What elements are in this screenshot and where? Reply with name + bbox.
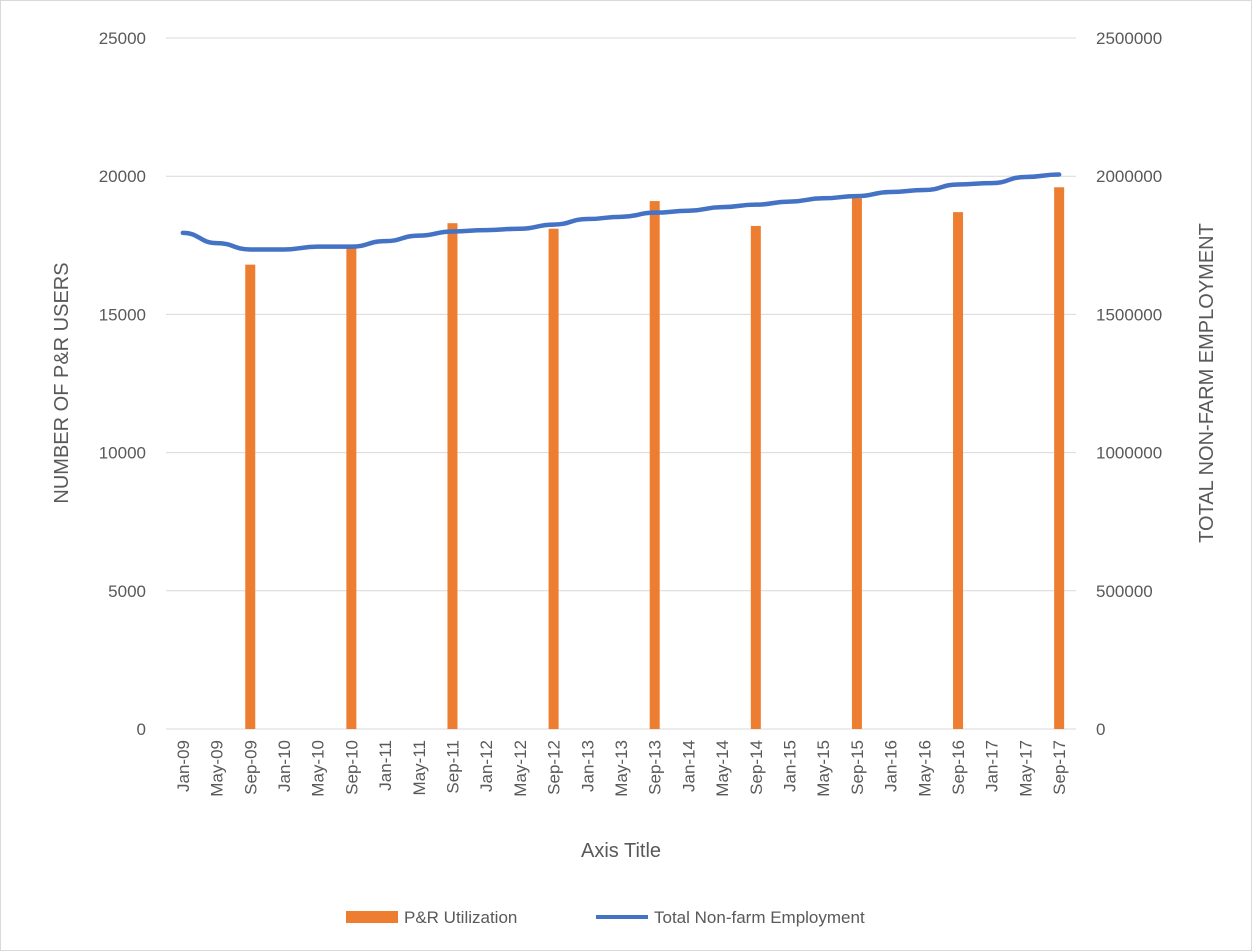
line-point-sep-15: [856, 195, 858, 197]
gridlines: [166, 37, 1076, 730]
x-tick-label: Jan-11: [376, 740, 395, 791]
x-tick-label: Sep-12: [545, 740, 564, 795]
x-tick-label: May-12: [511, 740, 530, 797]
x-tick-label: Jan-10: [275, 740, 294, 792]
legend-label-line: Total Non-farm Employment: [654, 908, 865, 927]
line-point-sep-09: [249, 248, 251, 250]
x-tick-label: May-09: [208, 740, 227, 797]
line-point-jan-15: [789, 201, 791, 203]
x-tick-label: Sep-14: [747, 740, 766, 795]
x-tick-label: May-17: [1016, 740, 1035, 797]
bar-sep-10: [346, 248, 357, 729]
y-tick-label: 5000: [108, 582, 146, 601]
x-axis-title: Axis Title: [581, 840, 661, 862]
x-tick-label: Jan-16: [882, 740, 901, 792]
line-point-jan-17: [991, 182, 993, 184]
x-tick-label: Sep-09: [241, 740, 260, 795]
line-point-jan-09: [182, 232, 184, 234]
bar-sep-09: [245, 264, 256, 729]
bar-series-p-r-utilization: [245, 187, 1065, 730]
line-point-may-17: [1024, 176, 1026, 178]
line-point-sep-16: [957, 183, 959, 185]
line-point-jan-11: [384, 240, 386, 242]
line-point-jan-13: [586, 218, 588, 220]
bar-sep-13: [649, 201, 660, 730]
line-point-may-12: [519, 228, 521, 230]
y-axis-title: NUMBER OF P&R USERS: [51, 262, 73, 503]
legend-swatch-bar: [346, 911, 398, 923]
y2-tick-label: 1500000: [1096, 305, 1162, 324]
x-axis-ticks: Jan-09 May-09 Sep-09 Jan-10 May-10 Sep-10 Jan-…: [174, 740, 1069, 797]
employment-line: [180, 172, 1062, 252]
line-point-may-14: [721, 206, 723, 208]
y2-tick-label: 0: [1096, 720, 1105, 739]
line-point-jan-10: [283, 248, 285, 250]
bar-sep-16: [953, 212, 964, 729]
y-tick-label: 10000: [99, 444, 146, 463]
x-tick-label: May-11: [410, 740, 429, 795]
x-tick-label: May-16: [915, 740, 934, 797]
secondary-y-axis-ticks: 0 500000 1000000 1500000 2000000 2500000: [1096, 29, 1162, 739]
y2-tick-label: 2500000: [1096, 29, 1162, 48]
y2-tick-label: 1000000: [1096, 444, 1162, 463]
x-tick-label: Jan-14: [679, 740, 698, 792]
x-tick-label: Jan-13: [578, 740, 597, 792]
x-tick-label: Sep-16: [949, 740, 968, 795]
line-point-jan-12: [485, 229, 487, 231]
line-point-jan-14: [687, 210, 689, 212]
line-point-may-16: [923, 189, 925, 191]
x-tick-label: May-13: [612, 740, 631, 797]
y2-axis-title: TOTAL NON-FARM EMPLOYMENT: [1196, 223, 1218, 543]
line-point-may-10: [317, 246, 319, 248]
x-tick-label: Sep-17: [1050, 740, 1069, 795]
bar-sep-17: [1054, 187, 1065, 730]
line-point-may-13: [620, 216, 622, 218]
x-tick-label: May-14: [713, 740, 732, 797]
line-point-sep-17: [1058, 174, 1060, 176]
y-tick-label: 0: [137, 720, 146, 739]
legend: P&R Utilization Total Non-farm Employmen…: [346, 908, 865, 927]
x-tick-label: May-10: [309, 740, 328, 797]
x-tick-label: May-15: [814, 740, 833, 797]
line-point-may-11: [418, 235, 420, 237]
line-point-may-09: [216, 242, 218, 244]
line-point-sep-10: [350, 246, 352, 248]
x-tick-label: Sep-13: [646, 740, 665, 795]
primary-y-axis-ticks: 0 5000 10000 15000 20000 25000: [99, 29, 146, 739]
x-tick-label: Sep-10: [342, 740, 361, 795]
x-tick-label: Sep-11: [443, 740, 462, 794]
x-tick-label: Jan-12: [477, 740, 496, 792]
line-point-sep-14: [755, 204, 757, 206]
y-tick-label: 20000: [99, 167, 146, 186]
line-point-sep-11: [451, 230, 453, 232]
line-point-sep-13: [654, 212, 656, 214]
x-tick-label: Sep-15: [848, 740, 867, 795]
bar-sep-14: [750, 225, 761, 729]
y2-tick-label: 500000: [1096, 582, 1153, 601]
y-tick-label: 25000: [99, 29, 146, 48]
line-point-may-15: [822, 197, 824, 199]
bar-sep-11: [447, 223, 458, 730]
bar-sep-15: [851, 198, 862, 729]
y2-tick-label: 2000000: [1096, 167, 1162, 186]
x-tick-label: Jan-17: [983, 740, 1002, 792]
legend-label-bar: P&R Utilization: [404, 908, 517, 927]
bar-sep-12: [548, 228, 559, 729]
line-series-total-non-farm-employment: [180, 172, 1062, 252]
x-tick-label: Jan-15: [781, 740, 800, 792]
x-tick-label: Jan-09: [174, 740, 193, 792]
line-point-sep-12: [553, 224, 555, 226]
line-point-jan-16: [890, 191, 892, 193]
y-tick-label: 15000: [99, 305, 146, 324]
